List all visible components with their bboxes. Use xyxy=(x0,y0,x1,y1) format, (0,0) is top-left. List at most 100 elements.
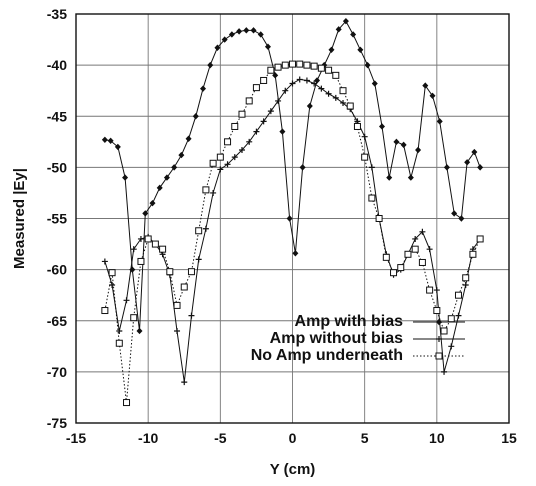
data-point xyxy=(464,159,471,166)
data-point xyxy=(142,210,149,217)
data-point xyxy=(282,87,289,94)
data-point xyxy=(318,85,325,92)
data-point xyxy=(422,82,429,89)
data-point xyxy=(335,26,342,33)
data-point xyxy=(281,61,289,69)
data-point xyxy=(368,194,376,202)
data-point xyxy=(462,281,469,288)
data-point xyxy=(166,268,174,276)
data-point xyxy=(426,246,433,253)
data-point xyxy=(171,164,178,171)
data-point xyxy=(159,245,167,253)
data-point xyxy=(209,159,217,167)
data-point xyxy=(246,138,253,145)
y-tick-label: -50 xyxy=(47,159,67,175)
data-point xyxy=(238,146,245,153)
plot-frame xyxy=(75,13,510,424)
data-point xyxy=(400,141,407,149)
data-point xyxy=(443,164,450,171)
data-point xyxy=(236,28,243,35)
data-point xyxy=(448,343,455,350)
data-point xyxy=(257,31,264,38)
data-point xyxy=(407,174,414,181)
legend-marker-amp-with-bias xyxy=(436,318,442,326)
data-point xyxy=(231,122,239,130)
x-tick-label: 10 xyxy=(429,430,445,446)
data-point xyxy=(418,258,426,266)
data-point xyxy=(447,315,455,323)
data-point xyxy=(426,286,434,294)
data-point xyxy=(286,215,293,222)
legend: Amp with bias Amp without bias No Amp un… xyxy=(251,313,465,364)
x-tick-label: -15 xyxy=(66,430,86,446)
data-point xyxy=(130,314,138,322)
data-point xyxy=(342,17,349,25)
data-point xyxy=(108,269,116,277)
data-point xyxy=(224,161,231,168)
data-point xyxy=(314,77,321,84)
x-tick-label: 5 xyxy=(361,430,369,446)
data-point xyxy=(296,60,304,68)
data-point xyxy=(296,76,303,83)
legend-marker-no-amp-underneath xyxy=(435,352,443,360)
x-tick-label: 0 xyxy=(289,430,297,446)
data-point xyxy=(114,143,121,151)
data-point xyxy=(200,85,207,92)
data-point xyxy=(214,44,221,51)
data-point xyxy=(207,61,214,69)
data-point xyxy=(101,258,108,265)
data-point xyxy=(253,128,260,135)
data-point xyxy=(101,136,108,143)
data-point xyxy=(386,174,393,181)
y-tick-label: -65 xyxy=(47,313,67,329)
data-point xyxy=(192,113,199,120)
data-point xyxy=(178,151,185,159)
legend-label-no-amp-underneath: No Amp underneath xyxy=(251,347,403,364)
data-point xyxy=(243,27,250,34)
data-point xyxy=(187,268,195,276)
y-tick-label: -75 xyxy=(47,415,67,431)
data-point xyxy=(350,31,357,38)
data-point xyxy=(292,250,299,257)
data-point xyxy=(238,110,246,118)
data-point xyxy=(433,287,440,294)
data-point xyxy=(310,62,318,70)
data-point xyxy=(181,379,188,386)
data-point xyxy=(477,164,484,171)
data-point xyxy=(202,225,209,232)
data-point xyxy=(188,312,195,319)
y-tick-label: -45 xyxy=(47,108,67,124)
data-point xyxy=(260,76,268,84)
data-point xyxy=(173,301,181,309)
data-point xyxy=(267,66,275,74)
data-point xyxy=(224,138,232,146)
data-point xyxy=(279,128,286,135)
data-point xyxy=(382,253,390,261)
data-point xyxy=(221,36,228,43)
data-point xyxy=(451,210,458,217)
data-point xyxy=(210,189,217,196)
data-point xyxy=(339,87,347,95)
y-tick-label: -60 xyxy=(47,262,67,278)
data-point xyxy=(303,77,310,84)
legend-marker-amp-without-bias xyxy=(436,336,442,342)
data-point xyxy=(411,245,419,253)
series-line xyxy=(104,63,481,403)
data-point xyxy=(289,80,296,87)
data-point xyxy=(404,250,412,258)
data-point xyxy=(361,153,369,161)
data-point xyxy=(130,246,137,253)
data-point xyxy=(364,61,371,69)
data-point xyxy=(462,274,470,282)
data-point xyxy=(136,327,143,335)
data-point xyxy=(361,133,368,140)
data-point xyxy=(115,339,123,347)
data-point xyxy=(397,264,405,272)
data-point xyxy=(275,97,282,104)
data-point xyxy=(378,123,385,130)
data-point xyxy=(101,307,109,315)
data-point xyxy=(202,186,210,194)
data-point xyxy=(441,368,448,375)
data-point xyxy=(231,154,238,161)
